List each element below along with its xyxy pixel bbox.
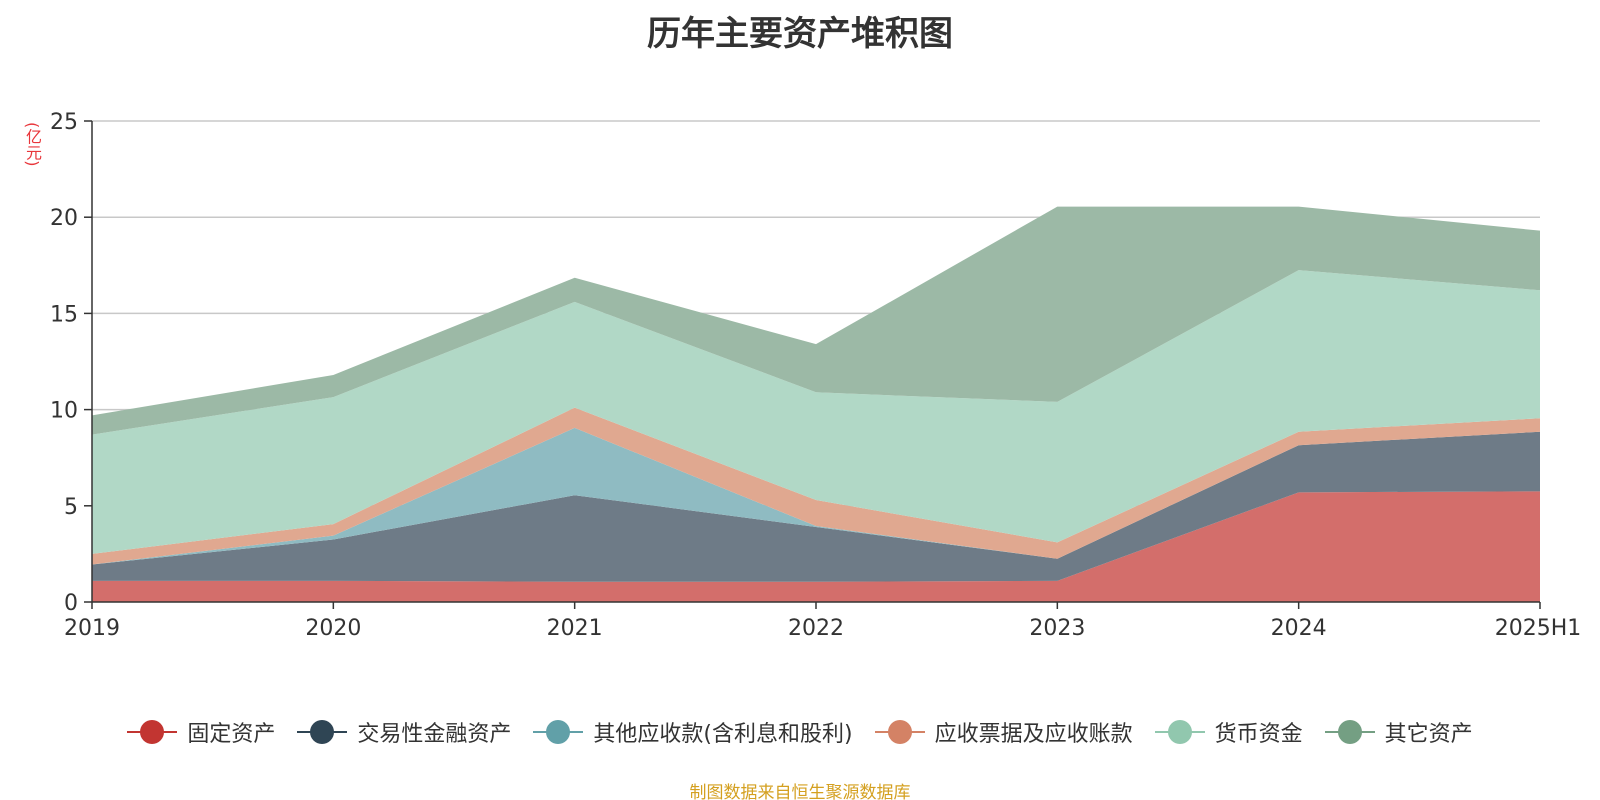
area-series-1: [92, 431, 1540, 582]
axis-layer: 0 5 10 15 20 25 2019 2020 2021 2022 2023 2024 2025H1: [50, 110, 1581, 641]
x-tick-label-2023: 2023: [1029, 616, 1085, 641]
legend-item-5[interactable]: 其它资产: [1324, 716, 1473, 748]
y-tick-label-10: 10: [50, 399, 78, 424]
legend-label: 其它资产: [1384, 722, 1473, 747]
legend-label: 应收票据及应收账款: [934, 722, 1133, 747]
legend-item-0[interactable]: 固定资产: [127, 716, 275, 748]
area-series-0: [92, 491, 1540, 602]
legend-item-4[interactable]: 货币资金: [1154, 716, 1303, 748]
y-axis-unit-label: (亿元): [23, 122, 42, 167]
stacked-area-chart: 0 5 10 15 20 25 2019 2020 2021 2022 2023 2024 2025H1: [50, 110, 1581, 641]
y-tick-label-0: 0: [64, 591, 78, 616]
legend-item-2[interactable]: 其他应收款(含利息和股利): [533, 716, 853, 748]
legend-label: 交易性金融资产: [357, 722, 512, 747]
x-tick-label-2021: 2021: [547, 616, 603, 641]
source-note: 制图数据来自恒生聚源数据库: [689, 783, 911, 800]
x-tick-label-2019: 2019: [64, 616, 120, 641]
area-series-4: [92, 270, 1540, 554]
legend-swatch-icon: [127, 720, 178, 744]
y-tick-label-5: 5: [64, 495, 78, 520]
x-tick-label-2022: 2022: [788, 616, 844, 641]
legend-item-3[interactable]: 应收票据及应收账款: [874, 716, 1133, 748]
area-series-5: [92, 206, 1540, 435]
x-tick-label-2024: 2024: [1271, 616, 1327, 641]
legend-swatch-icon: [1154, 720, 1205, 744]
legend-label: 固定资产: [187, 722, 276, 747]
legend: 固定资产 交易性金融资产 其他应收款(含利息和股利) 应收票据及应收账款 货币资金 其它资…: [0, 716, 1600, 748]
legend-swatch-icon: [533, 720, 584, 744]
area-layer: [92, 206, 1540, 602]
legend-swatch-icon: [874, 720, 925, 744]
chart-title: 历年主要资产堆积图: [647, 14, 953, 54]
y-tick-label-25: 25: [50, 110, 78, 135]
legend-swatch-icon: [1324, 720, 1375, 744]
legend-swatch-icon: [297, 720, 348, 744]
y-tick-label-15: 15: [50, 302, 78, 327]
x-tick-label-2020: 2020: [305, 616, 361, 641]
x-tick-label-2025H1: 2025H1: [1495, 616, 1582, 641]
legend-label: 货币资金: [1214, 722, 1303, 747]
legend-item-1[interactable]: 交易性金融资产: [297, 716, 511, 748]
y-tick-label-20: 20: [50, 206, 78, 231]
legend-label: 其他应收款(含利息和股利): [593, 722, 853, 747]
